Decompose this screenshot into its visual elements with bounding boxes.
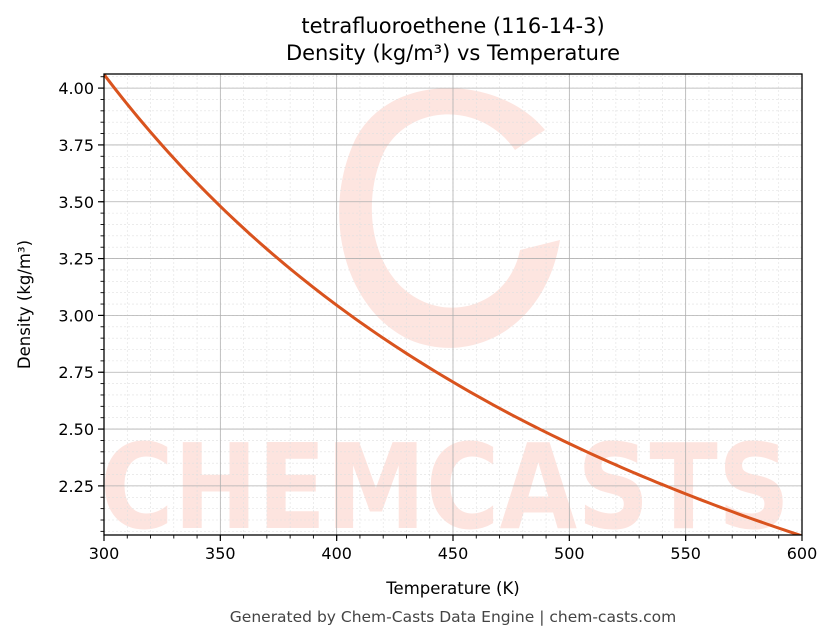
y-tick-label: 4.00 [58,79,94,98]
watermark-logo-icon [339,88,560,348]
chart-title-line2: Density (kg/m³) vs Temperature [285,41,621,65]
y-tick-label: 2.25 [58,477,94,496]
x-tick-label: 350 [205,544,236,563]
x-tick-label: 300 [89,544,120,563]
x-tick-label: 450 [438,544,469,563]
density-line [104,74,802,535]
y-axis-label: Density (kg/m³) [15,240,34,369]
watermark-text: CHEMCASTS [100,418,790,556]
y-tick-label: 3.50 [58,193,94,212]
y-tick-label: 2.75 [58,363,94,382]
footer-credit: Generated by Chem-Casts Data Engine | ch… [229,608,677,626]
x-axis-label: Temperature (K) [385,579,519,598]
ticks: 300 350 400 450 500 550 600 2.25 2.50 2.75 3.00 3.2… [58,76,818,563]
y-tick-label: 3.75 [58,136,94,155]
chart-title-line1: tetrafluoroethene (116-14-3) [301,14,605,38]
grid [103,74,803,535]
x-tick-label: 550 [670,544,701,563]
y-tick-label: 2.50 [58,420,94,439]
x-tick-label: 500 [554,544,585,563]
watermark: CHEMCASTS [100,88,790,556]
x-tick-label: 400 [321,544,352,563]
y-tick-label: 3.25 [58,250,94,269]
y-tick-label: 3.00 [58,306,94,325]
x-tick-label: 600 [787,544,818,563]
